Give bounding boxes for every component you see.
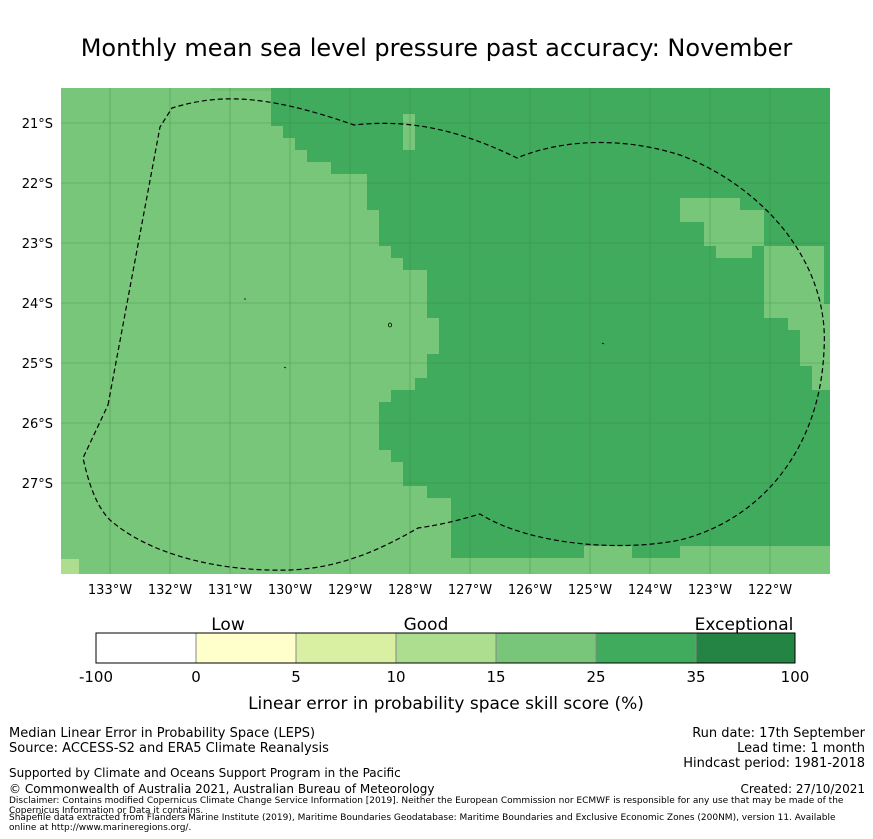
shapefile-line2: online at http://www.marineregions.org/. [9, 823, 192, 833]
map-zone-light-strip [403, 114, 415, 150]
colorbar [95, 632, 796, 664]
legend-category-good: Good [404, 615, 449, 635]
lat-label: 23°S [22, 237, 53, 252]
lon-label: 126°W [508, 583, 552, 598]
footer-source: Source: ACCESS-S2 and ERA5 Climate Reana… [9, 741, 329, 756]
eez-boundary [82, 98, 825, 571]
colorbar-swatch [196, 633, 296, 663]
colorbar-swatch [296, 633, 396, 663]
colorbar-swatch [96, 633, 196, 663]
colorbar-tick: 100 [781, 668, 810, 686]
colorbar-swatch [696, 633, 795, 663]
lon-label: 124°W [628, 583, 672, 598]
created-date: Created: 27/10/2021 [740, 782, 865, 796]
colorbar-tick: 0 [191, 668, 201, 686]
footer-support: Supported by Climate and Oceans Support … [9, 766, 401, 780]
colorbar-swatch [496, 633, 596, 663]
lat-label: 24°S [22, 297, 53, 312]
colorbar-swatch [396, 633, 496, 663]
colorbar-title: Linear error in probability space skill … [248, 694, 644, 714]
run-date: Run date: 17th September [692, 726, 865, 741]
lon-label: 123°W [688, 583, 732, 598]
colorbar-tick: 10 [386, 668, 405, 686]
shapefile-line1: Shapefile data extracted from Flanders M… [9, 813, 836, 823]
lon-label: 127°W [448, 583, 492, 598]
lon-label: 128°W [388, 583, 432, 598]
map-zone-top-strip [211, 88, 271, 91]
legend-category-exceptional: Exceptional [695, 615, 794, 635]
lat-label: 22°S [22, 177, 53, 192]
map-zone-dark [271, 88, 830, 558]
colorbar-tick: -100 [79, 668, 113, 686]
lead-time: Lead time: 1 month [737, 741, 865, 756]
colorbar-tick: 5 [291, 668, 301, 686]
islands [244, 298, 605, 369]
lon-label: 130°W [268, 583, 312, 598]
lat-label: 21°S [22, 117, 53, 132]
colorbar-tick: 25 [586, 668, 605, 686]
lon-label: 125°W [568, 583, 612, 598]
colorbar-swatch [596, 633, 696, 663]
footer-copyright: © Commonwealth of Australia 2021, Austra… [9, 782, 435, 796]
lon-label: 133°W [88, 583, 132, 598]
lon-label: 131°W [208, 583, 252, 598]
hindcast-period: Hindcast period: 1981-2018 [683, 756, 865, 771]
footer-leps: Median Linear Error in Probability Space… [9, 726, 316, 741]
lat-label: 27°S [22, 477, 53, 492]
lon-label: 129°W [328, 583, 372, 598]
lat-label: 26°S [22, 417, 53, 432]
lon-label: 122°W [748, 583, 792, 598]
map-zone-pale [61, 559, 79, 574]
page-title: Monthly mean sea level pressure past acc… [80, 34, 793, 62]
disclaimer-line2: Copernicus Information or Data it contai… [9, 806, 204, 816]
colorbar-tick: 15 [486, 668, 505, 686]
lat-label: 25°S [22, 357, 53, 372]
legend-category-low: Low [211, 615, 245, 635]
disclaimer-line1: Disclaimer: Contains modified Copernicus… [9, 796, 844, 806]
lon-label: 132°W [148, 583, 192, 598]
colorbar-tick: 35 [686, 668, 705, 686]
